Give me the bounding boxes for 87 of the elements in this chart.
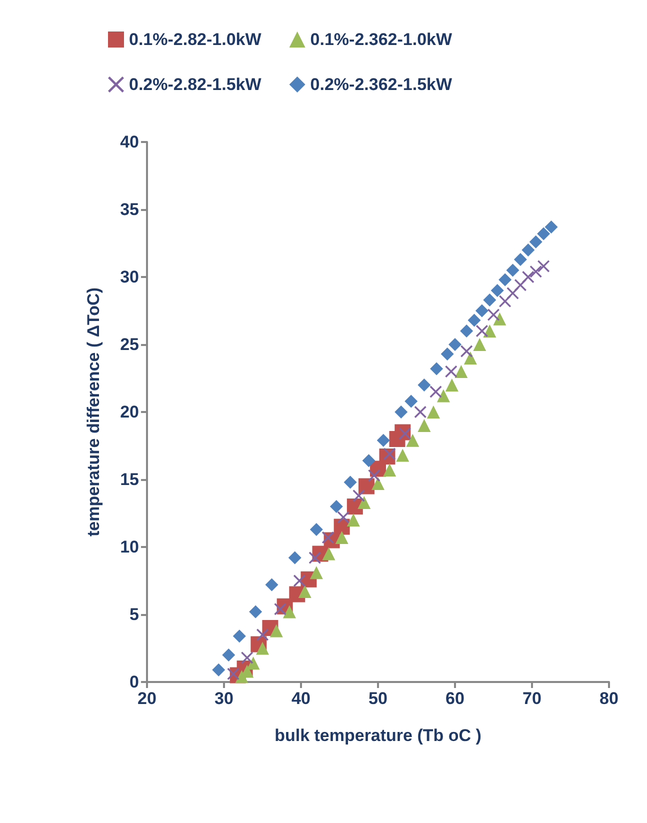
point (493, 312, 506, 326)
y-axis-title: temperature difference ( ΔToC) (84, 288, 103, 536)
point (426, 406, 440, 418)
point (418, 378, 431, 392)
point (468, 314, 481, 327)
point (448, 338, 462, 351)
point (270, 624, 283, 638)
point (544, 220, 558, 234)
x-tick-label: 30 (214, 689, 234, 708)
point (488, 308, 500, 321)
y-tick-label: 20 (120, 402, 139, 422)
y-tick-label: 25 (120, 335, 139, 354)
point (372, 477, 384, 490)
point (376, 434, 390, 447)
point (476, 325, 488, 337)
point (430, 362, 444, 376)
y-tick-label: 0 (130, 672, 139, 692)
point (330, 500, 343, 513)
point (404, 394, 418, 408)
point (529, 235, 542, 248)
point (506, 264, 520, 277)
y-tick-label: 35 (120, 200, 139, 219)
point (445, 366, 458, 378)
point (483, 324, 496, 338)
point (522, 271, 534, 283)
y-tick-label: 15 (120, 470, 139, 489)
point (232, 630, 246, 643)
point (498, 273, 512, 286)
point (440, 347, 454, 360)
point (538, 260, 550, 272)
point (298, 585, 312, 598)
point (530, 266, 542, 278)
point (436, 389, 450, 402)
point (537, 227, 550, 240)
point (352, 490, 365, 502)
x-tick-label: 40 (292, 689, 310, 708)
point (344, 476, 357, 489)
point (337, 511, 350, 524)
point (241, 652, 254, 664)
point (246, 656, 260, 670)
point (282, 605, 296, 618)
point (222, 648, 236, 662)
point (514, 252, 527, 266)
point (265, 578, 278, 592)
point (445, 378, 458, 392)
y-tick-label: 10 (120, 538, 139, 556)
point (310, 522, 323, 536)
point (464, 352, 477, 364)
point (358, 496, 371, 509)
y-tick-label: 30 (120, 268, 139, 286)
legend-label: 0.2%-2.82-1.5kW (129, 75, 262, 94)
point (256, 642, 269, 655)
y-tick-label: 5 (130, 605, 139, 624)
point (288, 551, 302, 564)
legend-label: 0.2%-2.362-1.5kW (310, 75, 453, 94)
point (249, 605, 262, 618)
point (406, 434, 420, 447)
point (418, 419, 431, 432)
point (322, 547, 336, 560)
point (454, 365, 468, 378)
point (522, 244, 535, 256)
point (368, 469, 380, 482)
point (394, 406, 408, 418)
point (212, 663, 226, 676)
point (490, 284, 504, 297)
point (383, 464, 396, 477)
point (396, 448, 410, 462)
x-axis-title: bulk temperature (Tb oC ) (274, 726, 482, 745)
x-tick-label: 70 (522, 689, 542, 708)
point (483, 293, 496, 306)
point (293, 574, 306, 587)
y-tick-label: 40 (120, 132, 139, 152)
x-tick-label: 80 (600, 689, 618, 708)
legend-label: 0.1%-2.362-1.0kW (310, 30, 453, 49)
point (358, 478, 374, 494)
point (362, 454, 376, 468)
point (473, 338, 486, 351)
point (414, 406, 426, 418)
x-tick-label: 50 (368, 689, 388, 708)
point (430, 386, 442, 398)
x-tick-label: 60 (446, 689, 464, 708)
legend-label: 0.1%-2.82-1.0kW (129, 30, 262, 49)
point (335, 531, 348, 544)
point (460, 324, 474, 338)
point (475, 304, 488, 318)
point (346, 514, 360, 526)
point (310, 566, 323, 580)
